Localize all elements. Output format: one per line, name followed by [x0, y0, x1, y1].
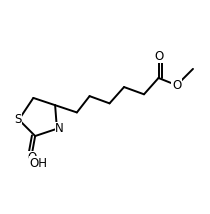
Text: OH: OH [30, 157, 48, 170]
Text: O: O [27, 151, 36, 164]
Text: O: O [172, 79, 181, 92]
Text: N: N [55, 122, 64, 135]
Text: O: O [154, 50, 163, 63]
Text: S: S [14, 113, 22, 126]
